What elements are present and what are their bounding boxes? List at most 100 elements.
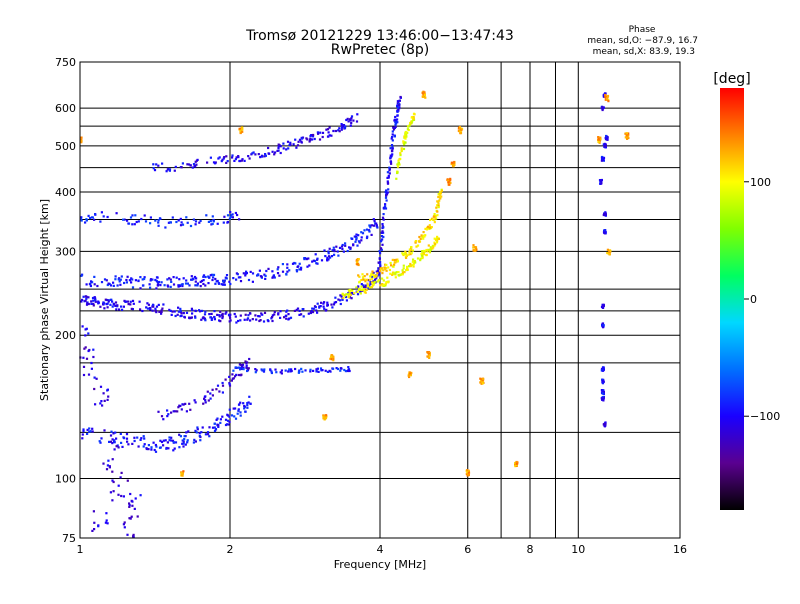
data-point — [379, 270, 382, 273]
data-point — [391, 147, 394, 150]
data-point — [323, 417, 326, 420]
data-point — [385, 193, 389, 196]
data-point — [466, 474, 469, 477]
data-point — [407, 253, 410, 256]
data-point — [394, 276, 397, 279]
data-point — [245, 362, 248, 365]
data-point — [202, 402, 205, 405]
data-point — [169, 221, 172, 224]
data-point — [126, 219, 129, 222]
data-point — [398, 106, 401, 109]
data-point — [213, 310, 216, 313]
data-point — [348, 290, 351, 293]
data-point — [100, 211, 103, 214]
data-point — [120, 275, 123, 278]
data-point — [397, 162, 400, 165]
data-point — [395, 271, 398, 274]
data-point — [450, 161, 453, 164]
x-tick-label: 4 — [377, 543, 384, 556]
data-point — [305, 258, 308, 261]
data-point — [184, 282, 188, 285]
data-point — [142, 435, 145, 438]
data-point — [185, 311, 189, 314]
data-point — [162, 418, 165, 421]
data-point — [254, 314, 257, 317]
data-point — [112, 284, 115, 287]
data-point — [606, 138, 609, 141]
data-point — [241, 130, 244, 133]
data-point — [348, 292, 351, 296]
data-point — [262, 320, 266, 323]
data-point — [341, 298, 344, 301]
data-point — [168, 168, 172, 171]
data-point — [128, 517, 131, 520]
data-point — [179, 224, 183, 227]
data-point — [421, 95, 424, 98]
data-point — [260, 312, 263, 315]
data-point — [222, 221, 225, 224]
data-point — [431, 247, 434, 250]
data-point — [228, 415, 231, 418]
data-point — [100, 400, 103, 403]
data-point — [372, 273, 375, 276]
data-point — [99, 441, 102, 444]
stats-line-x: mean, sd,X: 83.9, 19.3 — [593, 47, 695, 57]
data-point — [391, 272, 394, 275]
data-point — [423, 91, 426, 94]
data-point — [114, 278, 117, 281]
data-point — [323, 415, 327, 418]
data-point — [412, 118, 416, 121]
data-point — [597, 140, 600, 143]
data-point — [149, 279, 152, 282]
data-point — [242, 368, 245, 371]
data-point — [179, 309, 182, 313]
data-point — [234, 407, 237, 410]
data-point — [102, 215, 105, 218]
data-point — [380, 248, 383, 251]
data-point — [131, 223, 134, 226]
data-point — [419, 259, 422, 262]
data-point — [447, 181, 450, 184]
data-point — [215, 388, 218, 391]
data-point — [276, 272, 280, 275]
data-point — [80, 140, 83, 143]
data-point — [223, 283, 226, 286]
data-point — [216, 222, 219, 225]
data-point — [180, 221, 183, 224]
data-point — [181, 472, 184, 475]
data-point — [300, 367, 303, 370]
data-point — [168, 439, 171, 442]
data-point — [152, 305, 155, 308]
data-point — [209, 274, 212, 277]
data-point — [221, 384, 225, 387]
data-point — [328, 369, 331, 372]
data-point — [396, 121, 399, 124]
data-point — [131, 278, 134, 281]
data-point — [115, 308, 118, 311]
data-point — [298, 268, 301, 271]
colorbar: [deg] 100 0 −100 — [713, 71, 780, 510]
data-point — [90, 361, 93, 365]
data-point — [194, 401, 197, 404]
data-point — [481, 380, 484, 383]
data-point — [271, 314, 274, 317]
data-point — [414, 240, 418, 243]
data-point — [298, 313, 301, 316]
data-point — [225, 161, 228, 164]
data-point — [249, 312, 252, 315]
data-point — [81, 325, 84, 328]
data-point — [402, 264, 405, 267]
data-point — [211, 278, 214, 282]
data-point — [324, 417, 328, 420]
data-point — [94, 297, 97, 300]
data-point — [357, 240, 361, 243]
data-point — [602, 324, 605, 327]
data-point — [134, 497, 137, 500]
data-point — [311, 260, 314, 263]
data-point — [604, 213, 607, 216]
data-point — [129, 300, 132, 303]
data-point — [384, 284, 387, 287]
data-point — [111, 305, 114, 308]
data-point — [420, 234, 423, 237]
data-point — [331, 306, 334, 309]
